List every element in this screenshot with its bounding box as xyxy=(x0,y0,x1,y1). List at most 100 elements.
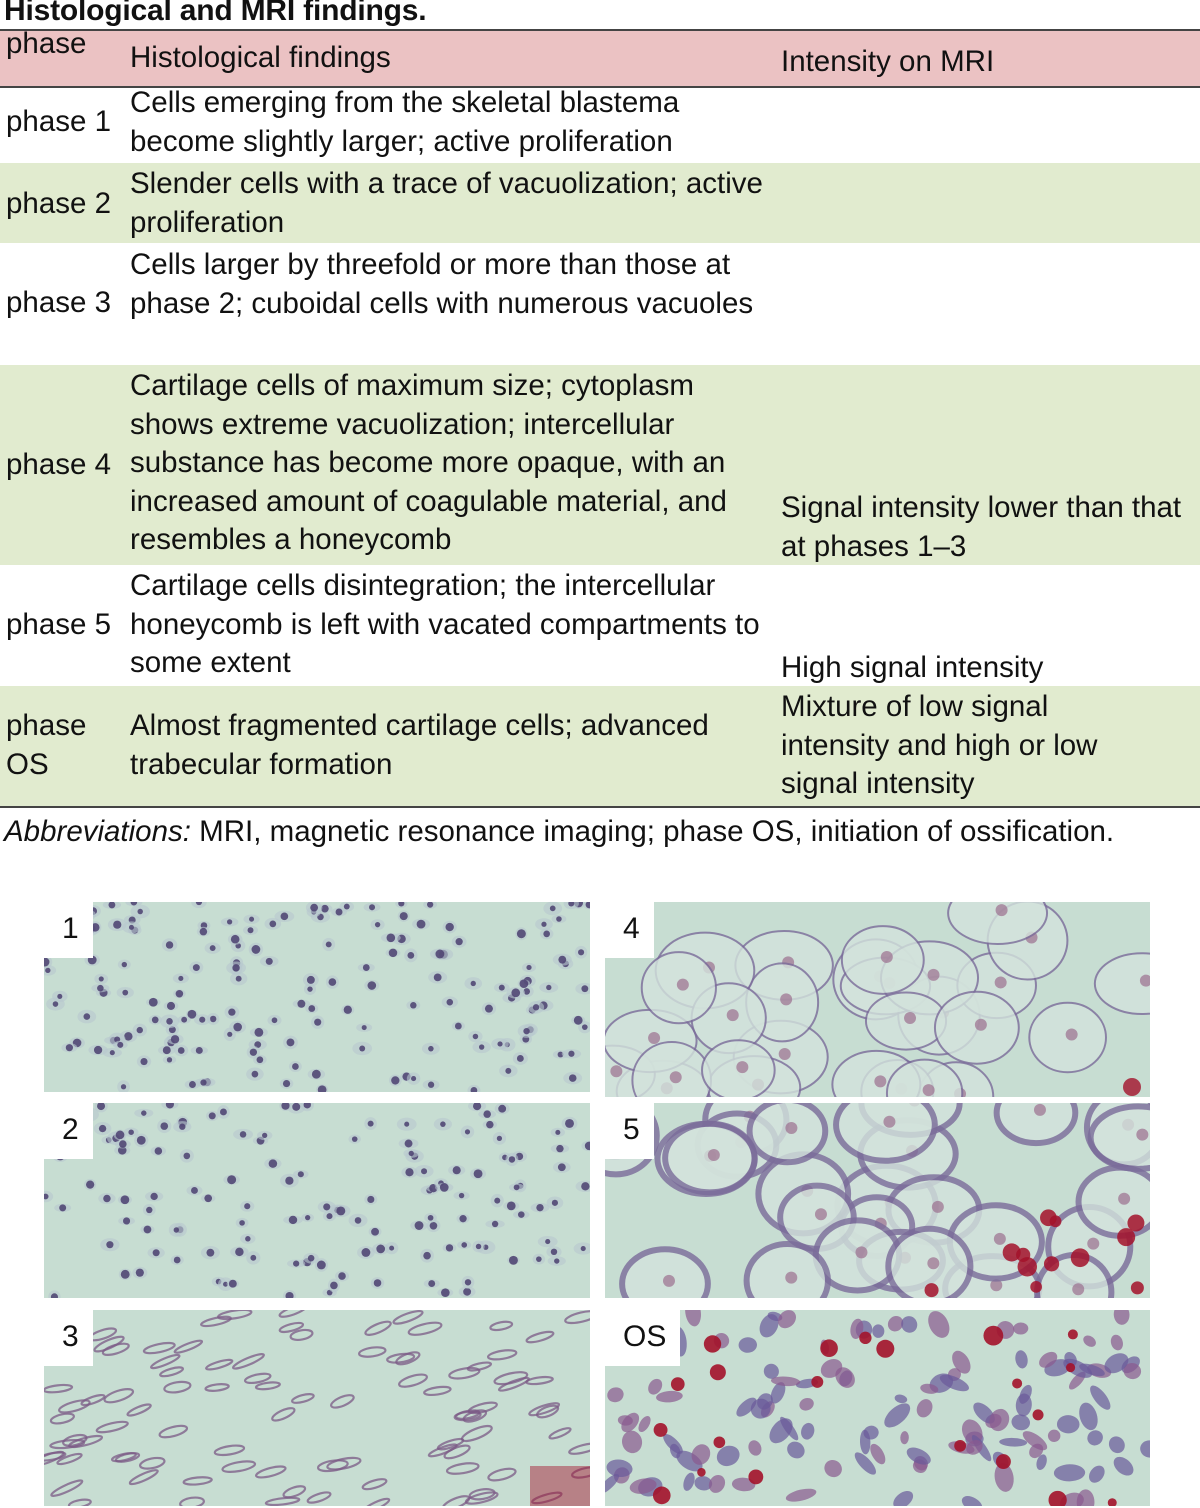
tissue-mark xyxy=(216,1310,253,1321)
tissue-mark xyxy=(150,1353,181,1370)
tissue-mark xyxy=(235,975,242,982)
tissue-mark xyxy=(354,1217,362,1224)
tissue-mark xyxy=(183,1152,191,1160)
row-histology: Cells larger by threefold or more than t… xyxy=(130,248,754,320)
tissue-mark xyxy=(435,949,445,959)
tissue-mark xyxy=(91,923,100,932)
tissue-mark xyxy=(137,908,143,915)
tissue-mark xyxy=(44,1190,54,1203)
tissue-mark xyxy=(1015,1393,1032,1417)
tissue-mark xyxy=(994,1462,1014,1492)
tissue-mark xyxy=(323,1203,331,1211)
tissue-mark xyxy=(97,1103,106,1111)
row-phase: phase 3 xyxy=(6,286,111,319)
tissue-mark xyxy=(56,1452,83,1466)
tissue-mark xyxy=(126,1403,152,1417)
tissue-mark xyxy=(904,1012,917,1025)
tissue-mark xyxy=(880,950,893,963)
tissue-mark xyxy=(278,1321,305,1334)
tissue-mark xyxy=(106,1241,114,1249)
tissue-mark xyxy=(249,916,255,922)
tissue-mark xyxy=(317,1085,327,1092)
tissue-mark xyxy=(545,1239,551,1245)
tissue-mark xyxy=(285,1291,294,1298)
tissue-mark xyxy=(254,1381,281,1391)
row-mri: Mixture of low signal intensity and high… xyxy=(781,690,1098,800)
tissue-mark xyxy=(177,1047,185,1054)
tissue-mark xyxy=(232,1353,265,1370)
tissue-mark xyxy=(306,1491,332,1504)
tissue-mark xyxy=(163,1380,192,1394)
tissue-mark xyxy=(799,1397,814,1411)
tissue-mark xyxy=(610,1065,623,1078)
tissue-mark xyxy=(999,1437,1028,1447)
tissue-mark xyxy=(543,930,551,938)
tissue-mark xyxy=(310,903,319,912)
tissue-mark xyxy=(565,1118,574,1128)
tissue-mark xyxy=(691,1444,711,1465)
tissue-mark xyxy=(386,1352,416,1364)
tissue-mark xyxy=(820,1339,838,1358)
tissue-mark xyxy=(158,1424,189,1439)
tissue-mark xyxy=(343,903,350,910)
tissue-mark xyxy=(264,1496,301,1506)
tissue-mark xyxy=(1110,1334,1123,1351)
tissue-mark xyxy=(278,1310,308,1318)
tissue-mark xyxy=(939,1374,969,1392)
micrograph-image xyxy=(44,1310,590,1506)
header-mri: Intensity on MRI xyxy=(781,45,995,78)
tissue-mark xyxy=(568,902,575,907)
micrograph-image xyxy=(605,1103,1150,1298)
tissue-mark xyxy=(863,1425,879,1440)
tissue-mark xyxy=(113,920,122,929)
tissue-mark xyxy=(165,1103,174,1109)
tissue-mark xyxy=(421,1168,428,1175)
tissue-mark xyxy=(268,1159,278,1168)
tissue-mark xyxy=(141,1110,147,1116)
tissue-mark xyxy=(994,976,1007,989)
tissue-mark xyxy=(464,1491,499,1505)
tissue-mark xyxy=(97,984,104,992)
tissue-mark xyxy=(108,902,116,909)
tissue-mark xyxy=(219,1108,227,1116)
tissue-mark xyxy=(947,902,1049,945)
tissue-mark xyxy=(571,1466,590,1479)
tissue-mark xyxy=(1065,1028,1078,1041)
tissue-mark xyxy=(292,1063,299,1070)
tissue-mark xyxy=(251,1070,259,1078)
tissue-mark xyxy=(581,1024,588,1031)
header-phase: phase xyxy=(6,27,87,60)
tissue-mark xyxy=(173,1339,204,1354)
tissue-mark xyxy=(335,908,343,916)
tissue-mark xyxy=(551,1199,559,1206)
tissue-mark xyxy=(369,904,376,911)
tissue-mark xyxy=(110,1451,137,1463)
tissue-mark xyxy=(556,916,562,922)
tissue-mark xyxy=(497,1041,503,1047)
tissue-mark xyxy=(195,902,203,906)
tissue-mark xyxy=(983,1325,1004,1346)
row-phase: phase 4 xyxy=(6,448,111,481)
tissue-mark xyxy=(697,1468,706,1477)
tissue-mark xyxy=(361,1248,371,1257)
tissue-mark xyxy=(920,1383,939,1394)
tissue-mark xyxy=(995,904,1008,917)
tissue-mark xyxy=(1017,1257,1038,1277)
tissue-mark xyxy=(128,924,134,930)
tissue-mark xyxy=(103,1387,135,1404)
tissue-mark xyxy=(922,1084,935,1097)
tissue-mark xyxy=(1113,1310,1130,1325)
row-histology: Almost fragmented cartilage cells; advan… xyxy=(130,709,709,781)
tissue-mark xyxy=(128,1129,134,1135)
tissue-mark xyxy=(121,961,128,968)
tissue-mark xyxy=(316,1260,326,1270)
tissue-mark xyxy=(619,1246,711,1298)
tissue-mark xyxy=(489,1320,514,1332)
tissue-mark xyxy=(251,945,261,954)
tissue-mark xyxy=(325,941,332,948)
table-header-row: phase Histological findings Intensity on… xyxy=(0,27,1200,88)
tissue-mark xyxy=(454,1022,462,1030)
tissue-mark xyxy=(427,1081,435,1088)
tissue-mark xyxy=(265,957,273,965)
header-histology: Histological findings xyxy=(130,41,391,74)
